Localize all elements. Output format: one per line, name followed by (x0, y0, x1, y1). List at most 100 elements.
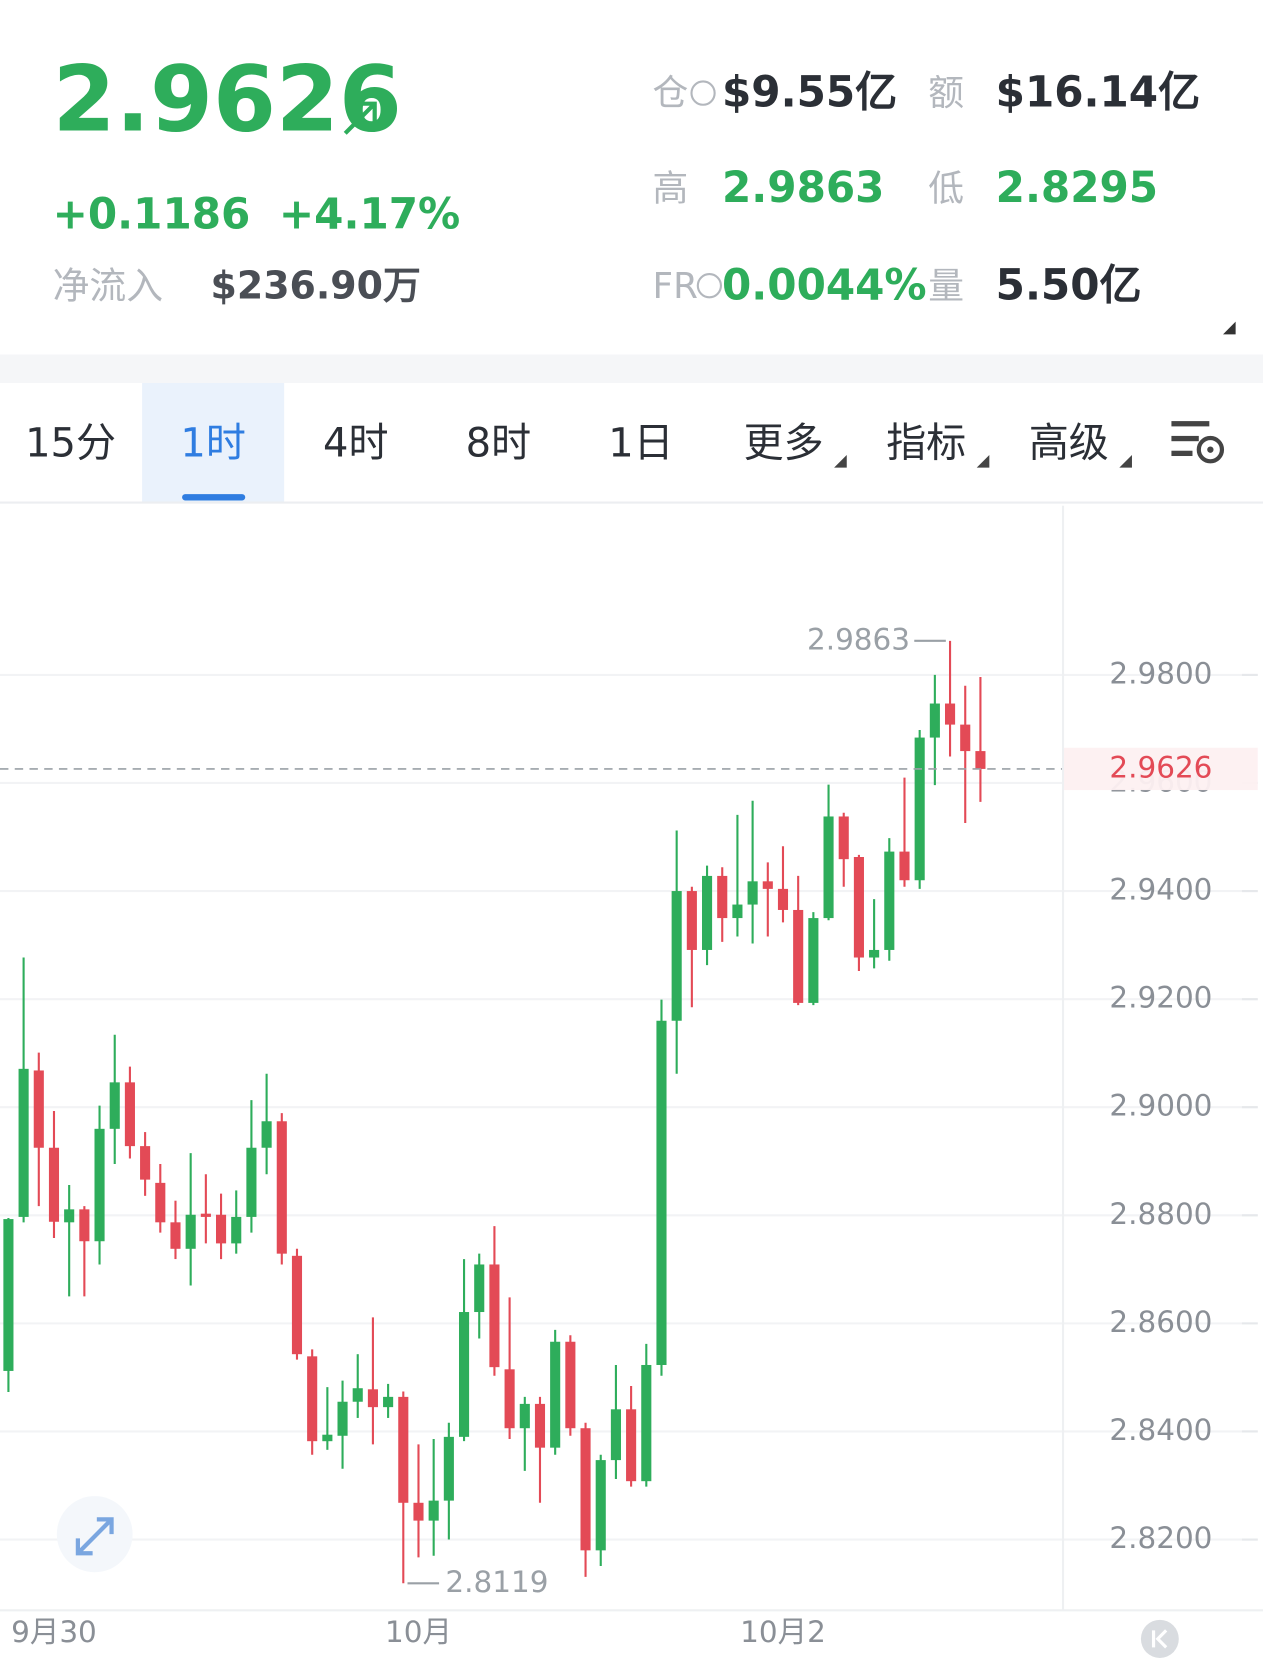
net-inflow-value: $236.90万 (211, 263, 421, 307)
last-price: 2.9626 (53, 48, 402, 153)
candle-body (671, 891, 682, 1021)
candle-body (94, 1128, 105, 1242)
candle-body (64, 1209, 75, 1223)
dropdown-caret (834, 454, 847, 468)
tab[interactable]: 1日 (608, 420, 673, 466)
candle-body (48, 1147, 60, 1222)
y-tick-label: 2.9000 (1109, 1089, 1212, 1123)
x-tick-label: 10月2 (740, 1615, 826, 1649)
candle-body (823, 816, 834, 919)
candle-body (291, 1255, 303, 1355)
candle-body (276, 1121, 287, 1254)
candle-body (383, 1396, 394, 1408)
tab[interactable]: 高级 (1029, 420, 1109, 466)
candle-body (717, 875, 728, 919)
stat-value: 2.9863 (722, 163, 884, 212)
net-inflow-label: 净流入 (53, 264, 163, 307)
candle-body (200, 1213, 211, 1217)
candle-body (944, 703, 956, 725)
info-icon (696, 272, 723, 299)
tab[interactable]: 1时 (180, 420, 245, 466)
tab[interactable]: 15分 (25, 420, 116, 466)
active-tab-indicator (182, 494, 246, 501)
y-tick-label: 2.9800 (1109, 656, 1212, 690)
candle-body (777, 888, 789, 910)
candle-body (793, 909, 804, 1003)
price-change: +0.1186 (53, 189, 251, 238)
tab[interactable]: 更多 (744, 420, 824, 466)
candle-body (732, 904, 743, 919)
candle-body (3, 1219, 14, 1371)
scroll-to-latest-button[interactable] (1140, 1619, 1179, 1658)
collapse-corner[interactable] (1223, 321, 1236, 335)
stat-label: 量 (928, 266, 964, 307)
up-arrow-icon (343, 101, 377, 135)
tab[interactable]: 8时 (466, 420, 531, 466)
y-tick-label: 2.8400 (1109, 1413, 1212, 1447)
y-tick-label: 2.8200 (1109, 1521, 1212, 1555)
stat-label: 高 (653, 168, 689, 209)
candle-body (367, 1389, 378, 1408)
price-change-pct: +4.17% (279, 189, 460, 238)
candle-body (914, 737, 925, 881)
candle-body (595, 1460, 606, 1551)
candle-body (124, 1082, 135, 1147)
x-tick-label: 10月 (385, 1615, 452, 1649)
candle-body (185, 1214, 196, 1249)
x-tick-label: 9月30 (11, 1615, 97, 1649)
candle-body (215, 1214, 227, 1244)
candle-body (261, 1121, 272, 1148)
candle-body (975, 751, 986, 769)
candle-body (747, 881, 758, 905)
fullscreen-button[interactable] (56, 1496, 133, 1573)
stat-value: $9.55亿 (722, 68, 897, 117)
tab[interactable]: 4时 (323, 420, 388, 466)
candle-body (307, 1356, 318, 1442)
stat-label: 额 (928, 73, 964, 114)
candle-body (155, 1182, 166, 1223)
candle-body (838, 816, 849, 860)
tab-bar: 15分 1时 4时 8时 1日 更多 指标 高级 (25, 420, 1132, 468)
chart-settings-icon[interactable] (1171, 421, 1225, 464)
tab[interactable]: 指标 (886, 420, 966, 466)
candle-body (443, 1436, 454, 1501)
candle-body (504, 1369, 515, 1429)
candle-body (929, 703, 940, 738)
stat-value: 2.8295 (996, 163, 1158, 212)
candle-body (762, 881, 773, 889)
candle-body (170, 1222, 181, 1249)
candle-body (33, 1070, 44, 1148)
y-tick-label: 2.9400 (1109, 873, 1212, 907)
candle-body (641, 1364, 652, 1482)
candle-body (352, 1388, 363, 1402)
candlestick-chart: 2.98002.96002.94002.92002.90002.88002.86… (0, 622, 1258, 1649)
candle-body (960, 724, 971, 752)
last-price-box (1063, 747, 1258, 791)
candle-body (686, 891, 697, 950)
candle-body (550, 1341, 561, 1448)
low-marker-label: 2.8119 (445, 1565, 548, 1599)
stat-value: $16.14亿 (996, 68, 1201, 117)
stat-label: 低 (928, 168, 964, 209)
candle-body (610, 1409, 621, 1461)
candle-body (246, 1147, 257, 1217)
candle-body (565, 1341, 576, 1429)
candle-body (337, 1401, 348, 1436)
candle-body (489, 1264, 500, 1368)
candle-body (109, 1082, 120, 1129)
candle-body (519, 1403, 530, 1429)
last-price-label: 2.9626 (1109, 750, 1212, 784)
high-marker-label: 2.9863 (807, 622, 910, 656)
candle-body (18, 1068, 29, 1217)
candle-body (626, 1409, 637, 1482)
candle-body (398, 1396, 409, 1503)
candle-body (474, 1264, 485, 1313)
stat-value: 5.50亿 (996, 260, 1142, 309)
stats-grid: 仓 $9.55亿额 $16.14亿高 2.9863 低 2.8295 FR 0.0044% 量 5… (653, 68, 1201, 310)
candle-body (428, 1500, 439, 1521)
stat-label: 仓 (653, 73, 689, 114)
stat-label: FR (653, 266, 698, 307)
info-icon (690, 80, 716, 106)
candle-body (458, 1312, 470, 1437)
